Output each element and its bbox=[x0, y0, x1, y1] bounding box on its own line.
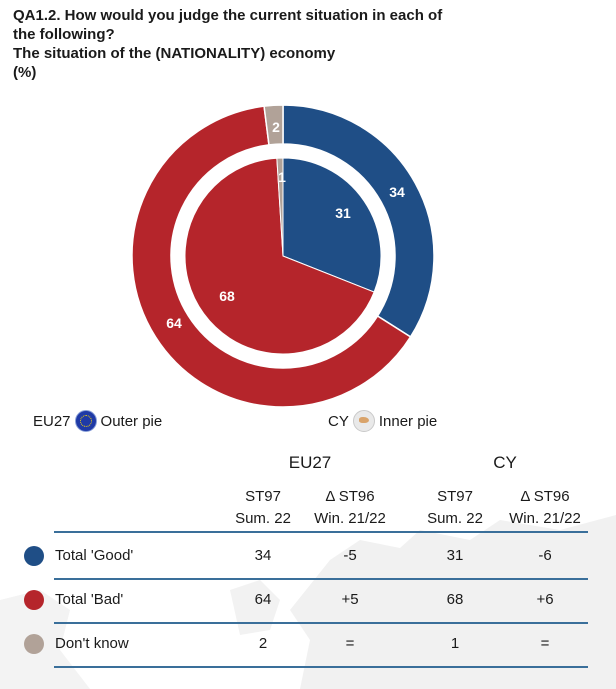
table-divider bbox=[54, 622, 588, 624]
inner-slice-bad bbox=[184, 157, 375, 355]
title-line-1: QA1.2. How would you judge the current s… bbox=[13, 7, 443, 24]
chart-title: QA1.2. How would you judge the current s… bbox=[13, 6, 603, 82]
inner-label-bad: 68 bbox=[219, 288, 235, 304]
column-header-line: ST97 bbox=[437, 488, 473, 505]
legend-inner-geo: CY bbox=[328, 412, 349, 430]
column-header-line: Win. 21/22 bbox=[509, 510, 581, 527]
inner-slice-dontknow bbox=[276, 157, 284, 257]
column-header: ST97 Sum. 22 bbox=[410, 486, 500, 530]
outer-label-bad: 64 bbox=[166, 315, 182, 331]
outer-slice-dontknow bbox=[263, 104, 284, 146]
title-line-3: The situation of the (NATIONALITY) econo… bbox=[13, 45, 336, 62]
legend-outer-geo: EU27 bbox=[33, 412, 71, 430]
good-dot-icon bbox=[24, 546, 44, 566]
table-cell: -6 bbox=[538, 547, 552, 564]
column-header-line: Win. 21/22 bbox=[314, 510, 386, 527]
table-cell: 34 bbox=[254, 547, 272, 564]
title-line-4: (%) bbox=[13, 64, 37, 81]
group-header-cy: CY bbox=[493, 453, 517, 472]
column-header-line: Δ ST96 bbox=[520, 488, 570, 505]
column-header: Δ ST96 Win. 21/22 bbox=[500, 486, 590, 530]
row-label: Don't know bbox=[55, 635, 129, 652]
row-label: Total 'Good' bbox=[55, 547, 134, 564]
outer-label-good: 34 bbox=[389, 184, 405, 200]
table-cell: 31 bbox=[446, 547, 464, 564]
dontknow-dot-icon bbox=[24, 634, 44, 654]
legend-inner: CY Inner pie bbox=[328, 410, 437, 432]
column-header-line: Δ ST96 bbox=[325, 488, 375, 505]
table-cell: = bbox=[540, 635, 550, 652]
table-divider bbox=[54, 531, 588, 533]
inner-slice-good bbox=[282, 157, 382, 293]
legend-inner-label: Inner pie bbox=[378, 412, 438, 430]
table-divider bbox=[54, 666, 588, 668]
table-cell: -5 bbox=[343, 547, 357, 564]
eu-flag-icon bbox=[74, 410, 97, 432]
bad-dot-icon bbox=[24, 590, 44, 610]
outer-label-dontknow: 2 bbox=[272, 119, 280, 135]
group-header-eu27: EU27 bbox=[288, 453, 332, 472]
outer-slice-bad bbox=[131, 105, 412, 408]
column-header: Δ ST96 Win. 21/22 bbox=[305, 486, 395, 530]
table-cell: +6 bbox=[536, 591, 554, 608]
table-cell: 64 bbox=[254, 591, 272, 608]
column-header-line: ST97 bbox=[245, 488, 281, 505]
table-cell: 1 bbox=[450, 635, 460, 652]
column-header-line: Sum. 22 bbox=[427, 510, 483, 527]
table-cell: +5 bbox=[341, 591, 359, 608]
row-label: Total 'Bad' bbox=[55, 591, 124, 608]
title-line-2: the following? bbox=[13, 26, 115, 43]
table-cell: = bbox=[345, 635, 355, 652]
inner-label-good: 31 bbox=[335, 205, 351, 221]
legend-outer-label: Outer pie bbox=[100, 412, 163, 430]
column-header: ST97 Sum. 22 bbox=[218, 486, 308, 530]
table-cell: 68 bbox=[446, 591, 464, 608]
legend-outer: EU27 Outer pie bbox=[33, 410, 162, 432]
table-cell: 2 bbox=[258, 635, 268, 652]
table-divider bbox=[54, 578, 588, 580]
cyprus-flag-icon bbox=[352, 410, 375, 432]
column-header-line: Sum. 22 bbox=[235, 510, 291, 527]
inner-label-dontknow: 1 bbox=[278, 169, 286, 185]
